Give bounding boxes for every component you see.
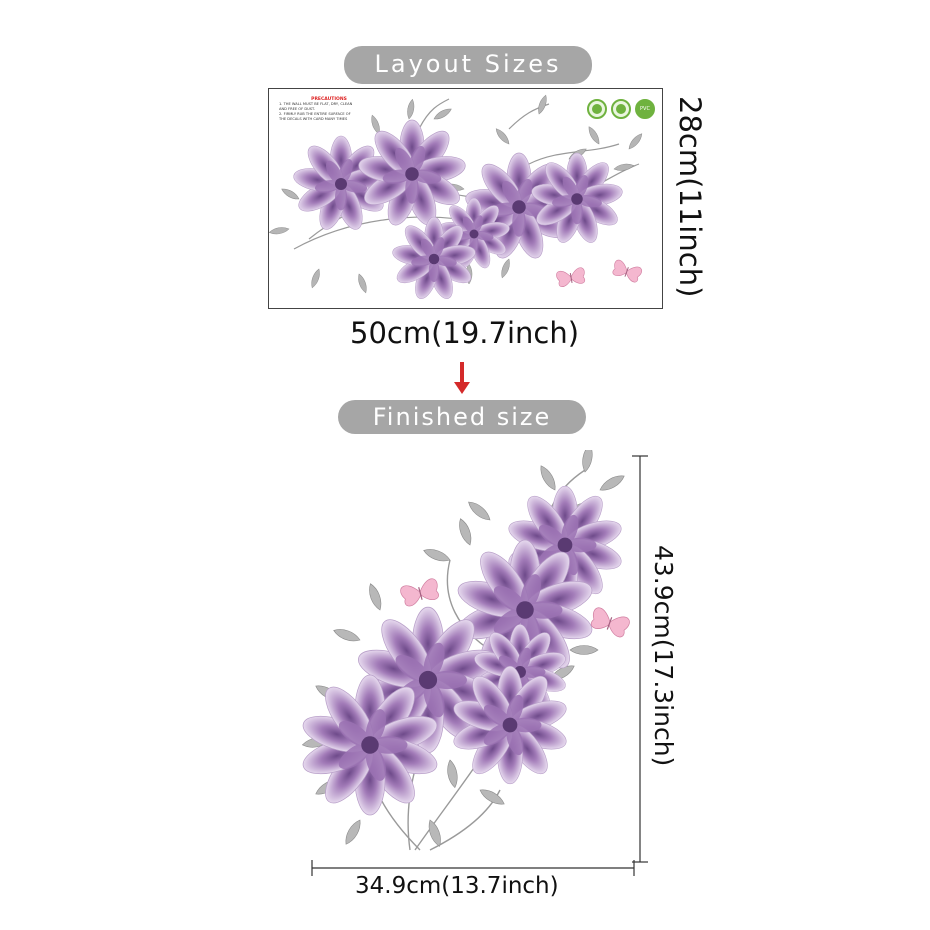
precautions-line-4: THE DECALS WITH CARD MANY TIMES	[279, 117, 348, 121]
sticker-sheet: PRECAUTIONS 1. THE WALL MUST BE FLAT, DR…	[268, 88, 663, 309]
layout-sizes-label: Layout Sizes	[344, 46, 592, 84]
arrow-down-icon	[454, 362, 470, 394]
safety-badge-icon	[611, 99, 631, 119]
layout-height-label: 28cm(11inch)	[673, 96, 707, 298]
finished-height-label: 43.9cm(17.3inch)	[649, 545, 678, 767]
eco-badge-icon	[587, 99, 607, 119]
precautions-line-2: AND FREE OF DUST.	[279, 107, 315, 111]
layout-width-label: 50cm(19.7inch)	[350, 316, 580, 350]
precautions-text: PRECAUTIONS 1. THE WALL MUST BE FLAT, DR…	[279, 97, 379, 122]
precautions-line-1: 1. THE WALL MUST BE FLAT, DRY, CLEAN	[279, 102, 353, 106]
finished-width-label: 34.9cm(13.7inch)	[355, 873, 559, 899]
finished-size-label: Finished size	[338, 400, 586, 434]
precautions-title: PRECAUTIONS	[311, 97, 347, 102]
sheet-floral-artwork	[269, 93, 645, 303]
finished-floral-artwork	[300, 450, 632, 851]
pvc-badge-icon: PVC	[635, 99, 655, 119]
precautions-line-3: 2. FIRMLY RUB THE ENTIRE SURFACE OF	[279, 112, 351, 116]
